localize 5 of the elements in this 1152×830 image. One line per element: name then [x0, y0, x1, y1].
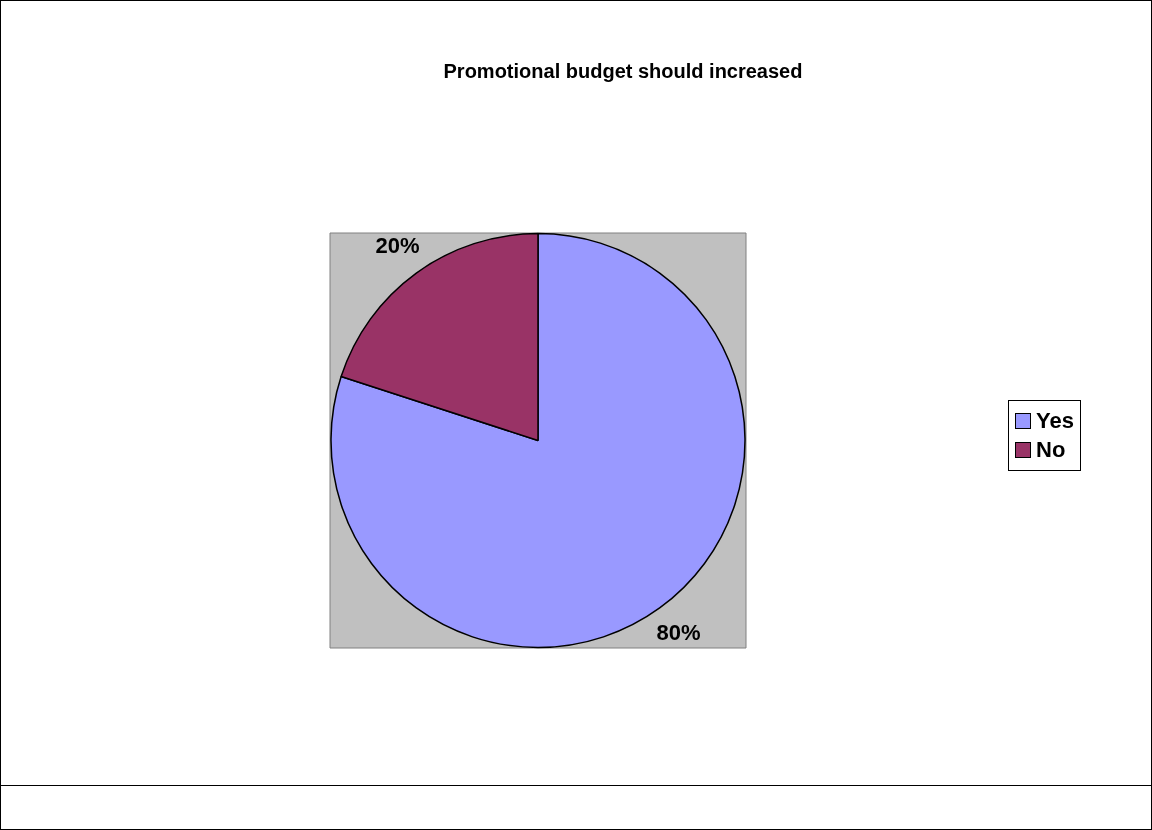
data-label: 80%: [656, 619, 701, 645]
legend-label: Yes: [1036, 408, 1074, 434]
legend-label: No: [1036, 437, 1066, 463]
data-label: 20%: [375, 233, 420, 259]
chart-title: Promotional budget should increased: [442, 60, 804, 83]
